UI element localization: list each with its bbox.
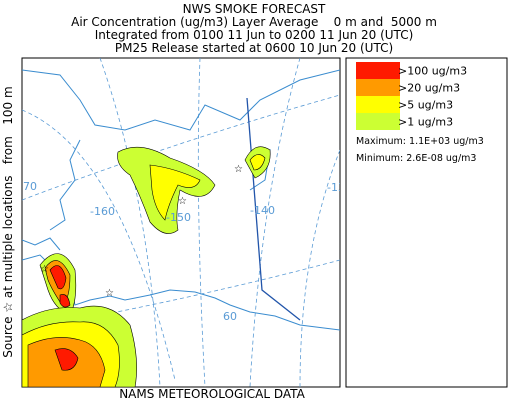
legend: Maximum: 1.1E+03 ug/m3 Minimum: 2.6E-08 … <box>345 57 508 388</box>
map-label: -150 <box>166 211 191 224</box>
map-label: -140 <box>250 204 275 217</box>
subtitle: PM25 Release started at 0600 10 Jun 20 (… <box>115 41 393 55</box>
legend-label: >1 ug/m3 <box>398 116 453 129</box>
legend-label: >5 ug/m3 <box>398 99 453 112</box>
legend-maximum: Maximum: 1.1E+03 ug/m3 <box>356 136 484 147</box>
smoke-area <box>49 265 67 290</box>
legend-swatch <box>356 62 400 79</box>
map-label: 60 <box>223 310 237 323</box>
side-label: Source ☆ at multiple locations from 100 … <box>1 86 15 357</box>
smoke-area <box>149 164 201 221</box>
legend-swatch <box>356 96 400 113</box>
title: NWS SMOKE FORECAST <box>183 2 326 16</box>
map: ☆ ☆ ☆ ☆ -170 -160 -150 -140 -130 60 <box>12 57 352 388</box>
smoke-plumes <box>22 146 271 387</box>
legend-label: >20 ug/m3 <box>398 82 460 95</box>
source-marker: ☆ <box>234 164 243 175</box>
source-marker: ☆ <box>178 196 187 207</box>
map-label: -160 <box>90 205 115 218</box>
legend-minimum: Minimum: 2.6E-08 ug/m3 <box>356 153 476 164</box>
legend-label: >100 ug/m3 <box>398 65 467 78</box>
legend-swatch <box>356 113 400 130</box>
subtitle: Integrated from 0100 11 Jun to 0200 11 J… <box>95 28 414 42</box>
smoke-area <box>249 154 266 171</box>
smoke-area <box>54 348 79 371</box>
footer: NAMS METEOROLOGICAL DATA <box>119 387 305 401</box>
subtitle: Air Concentration (ug/m3) Layer Average … <box>71 15 437 29</box>
map-label: -170 <box>12 180 37 193</box>
map-label: -130 <box>327 181 352 194</box>
smoke-area <box>59 294 71 308</box>
source-marker: ☆ <box>105 288 114 299</box>
source-marker: ☆ <box>40 264 49 275</box>
source-markers: ☆ ☆ ☆ ☆ <box>40 164 243 299</box>
legend-swatch <box>356 79 400 96</box>
